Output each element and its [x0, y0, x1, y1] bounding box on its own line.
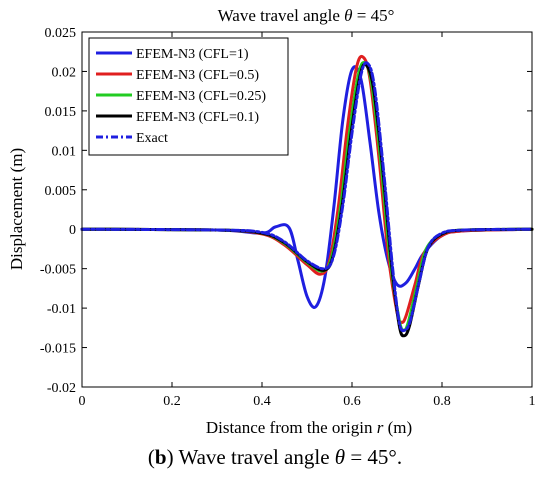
x-tick-label: 0.6 — [343, 394, 361, 409]
x-tick-label: 0.8 — [433, 394, 451, 409]
x-axis-ticks: 0 0.2 0.4 0.6 0.8 1 — [79, 32, 536, 409]
legend: EFEM-N3 (CFL=1) EFEM-N3 (CFL=0.5) EFEM-N3 … — [88, 37, 289, 156]
x-tick-label: 0 — [79, 394, 86, 409]
y-tick-label: -0.02 — [47, 381, 76, 396]
legend-label-efem-n3-cfl-0-5: EFEM-N3 (CFL=0.5) — [136, 68, 259, 83]
legend-label-efem-n3-cfl-0-1: EFEM-N3 (CFL=0.1) — [136, 110, 259, 125]
y-tick-label: 0.025 — [45, 26, 77, 41]
figure-caption: (b) Wave travel angle θ = 45°. — [148, 445, 402, 469]
legend-label-efem-n3-cfl-1: EFEM-N3 (CFL=1) — [136, 47, 249, 62]
y-tick-label: 0.015 — [45, 105, 77, 120]
x-tick-label: 0.2 — [163, 394, 181, 409]
x-axis-label: Distance from the origin r (m) — [206, 418, 412, 437]
y-tick-label: 0 — [69, 223, 76, 238]
legend-label-efem-n3-cfl-0-25: EFEM-N3 (CFL=0.25) — [136, 89, 266, 104]
x-tick-label: 1 — [529, 394, 536, 409]
y-tick-label: -0.015 — [40, 342, 76, 357]
plot-frame — [81, 31, 533, 388]
y-tick-label: -0.005 — [40, 263, 76, 278]
chart-title: Wave travel angle θ = 45° — [218, 6, 395, 25]
series-line-exact — [80, 61, 534, 333]
y-tick-label: 0.01 — [52, 144, 77, 159]
y-axis-label: Displacement (m) — [7, 148, 26, 270]
y-axis-ticks: -0.02 -0.015 -0.01 -0.005 0 0.005 0.01 0.015 0.0… — [40, 26, 532, 396]
series-line-efem-n3-cfl-1 — [80, 65, 534, 309]
y-tick-label: 0.02 — [52, 65, 77, 80]
series-lines — [80, 54, 534, 338]
y-tick-label: 0.005 — [45, 184, 77, 199]
x-tick-label: 0.4 — [253, 394, 271, 409]
legend-label-exact: Exact — [136, 131, 168, 146]
y-tick-label: -0.01 — [47, 302, 76, 317]
